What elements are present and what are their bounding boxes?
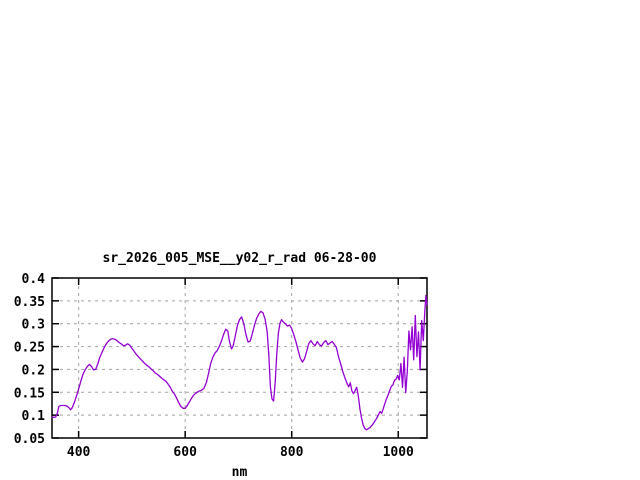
x-tick-label: 800: [280, 445, 304, 460]
plot-border: [51, 277, 428, 439]
x-tick-label: 600: [173, 445, 197, 460]
x-tick-label: 400: [67, 445, 91, 460]
y-tick-label: 0.2: [22, 363, 45, 378]
y-tick-label: 0.15: [14, 386, 45, 401]
y-tick-label: 0.25: [14, 341, 45, 356]
y-tick-label: 0.1: [22, 409, 46, 424]
y-tick-label: 0.3: [22, 318, 45, 333]
axis-ticks: [52, 277, 427, 439]
chart-title: sr_2026_005_MSE__y02_r_rad 06-28-00: [103, 251, 377, 266]
y-tick-label: 0.4: [22, 272, 46, 287]
axis-labels: 400 600 800 1000 0.05 0.1 0.15 0.2 0.25 0.3 0.35 0.…: [14, 272, 414, 460]
gridlines: [53, 279, 426, 437]
spectrum-line: [51, 294, 428, 431]
y-tick-label: 0.05: [14, 432, 45, 447]
x-tick-label: 1000: [383, 445, 414, 460]
x-axis-unit-label: nm: [232, 465, 248, 480]
y-tick-label: 0.35: [14, 295, 45, 310]
